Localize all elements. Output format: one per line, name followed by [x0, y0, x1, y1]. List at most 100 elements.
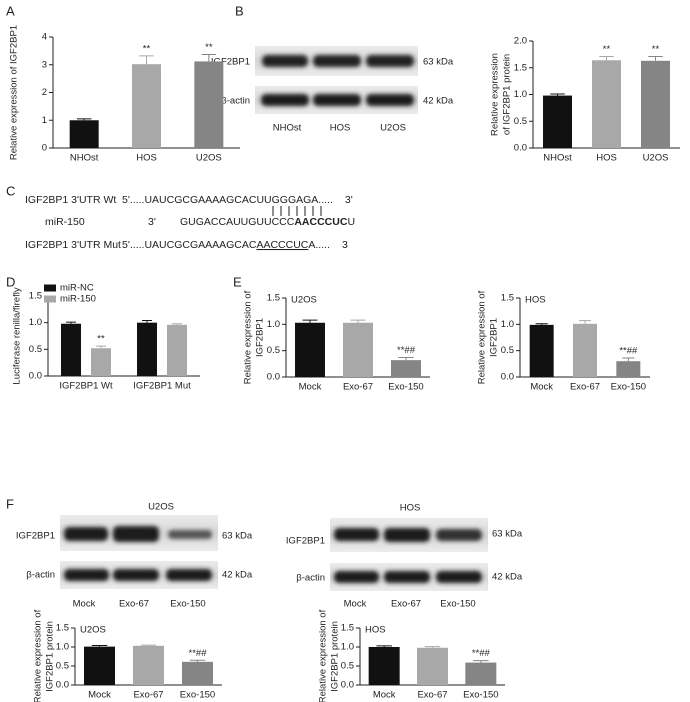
- x-tick-label: Exo-150: [611, 382, 646, 393]
- error-bar: [142, 320, 152, 323]
- y-tick-label: 1.5: [29, 291, 42, 302]
- y-tick-label: 0: [42, 143, 47, 154]
- seq-text: 5'.....UAUCGCGAAAAGCACUUGGGAGA..... 3': [122, 194, 353, 206]
- y-tick-label: 0.0: [56, 680, 69, 691]
- y-tick-label: 0.0: [29, 371, 42, 382]
- blot-lane: Mock: [73, 599, 96, 610]
- seq-five: 5': [122, 194, 130, 206]
- significance-label: **: [652, 44, 660, 55]
- bar: [132, 64, 161, 148]
- error-bar: [599, 56, 614, 61]
- bar: [137, 322, 157, 376]
- error-bar: [350, 319, 366, 323]
- error-bar: [201, 53, 217, 62]
- bar: [194, 61, 224, 148]
- sequence-alignment: IGF2BP1 3'UTR Wt 5'.....UAUCGCGAAAAGCACU…: [25, 194, 355, 251]
- bar: [343, 322, 373, 377]
- x-tick-label: Mock: [530, 382, 553, 393]
- x-tick-label: HOS: [596, 153, 617, 164]
- blot-size: 63 kDa: [492, 529, 523, 540]
- blot-size: 42 kDa: [492, 572, 523, 583]
- blot-lane: Exo-150: [170, 599, 205, 610]
- y-tick-label: 1.0: [341, 642, 354, 653]
- significance-label: **##: [397, 345, 416, 356]
- y-tick-label: 1.5: [501, 293, 514, 304]
- error-bar: [91, 644, 108, 647]
- significance-label: **: [97, 334, 105, 345]
- seq: .....UAUCGCGAAAAGCAC: [130, 239, 257, 251]
- error-bar: [473, 660, 489, 663]
- y-axis-label: Relative expression: [490, 53, 501, 136]
- blot-row-label: IGF2BP1: [211, 57, 250, 68]
- y-tick-label: 0.5: [56, 661, 69, 672]
- seq-name: IGF2BP1 3'UTR Mut: [25, 239, 121, 251]
- bar: [641, 60, 670, 148]
- y-tick-label: 1.0: [501, 319, 514, 330]
- panel-label: E: [233, 274, 242, 289]
- x-tick-label: Exo-67: [133, 690, 163, 701]
- chart-title: U2OS: [291, 295, 317, 306]
- y-axis-label: IGF2BP1 protein: [45, 621, 56, 692]
- blot-title: U2OS: [148, 502, 174, 513]
- pairing-lines: [272, 206, 322, 216]
- x-tick-label: Exo-67: [570, 382, 600, 393]
- bar: [91, 348, 111, 376]
- y-tick-label: 0.5: [514, 116, 527, 127]
- seq: .....UAUCGCGAAAAGCACUUGGGAGA.....: [130, 194, 333, 206]
- error-bar: [140, 644, 157, 646]
- y-tick-label: 1.5: [56, 623, 69, 634]
- y-axis-label: IGF2BP1: [489, 318, 500, 357]
- seq-five: 5': [122, 239, 130, 251]
- y-tick-label: 2: [42, 87, 47, 98]
- seq-site: AACCCUC: [256, 239, 308, 251]
- blot-lane: NHOst: [273, 123, 302, 134]
- y-tick-label: 3: [42, 59, 47, 70]
- blot-row-label: IGF2BP1: [16, 531, 55, 542]
- y-tick-label: 1.5: [341, 623, 354, 634]
- blot: HOS IGF2BP1 β-actin 63 kDa 42 kDa Mock E…: [286, 503, 523, 610]
- x-tick-label: Mock: [373, 690, 396, 701]
- y-tick-label: 0.5: [29, 344, 42, 355]
- bar: [616, 361, 641, 377]
- y-axis-label: Relative expression of: [33, 609, 44, 702]
- legend-swatch: [44, 295, 56, 303]
- panel-label: F: [6, 496, 14, 511]
- seq-tail: U: [347, 216, 355, 228]
- error-bar: [398, 357, 414, 361]
- bar: [368, 647, 400, 685]
- seq-text: GUGACCAUUGUUCCCAACCCUCU: [180, 216, 355, 228]
- blot-lane: Exo-67: [119, 599, 149, 610]
- error-bar: [579, 320, 591, 324]
- seq-name: miR-150: [45, 216, 85, 228]
- blot-row-label: β-actin: [26, 570, 55, 581]
- error-bar: [66, 321, 76, 324]
- error-bar: [376, 645, 392, 647]
- y-tick-label: 0.5: [267, 345, 280, 356]
- bar: [133, 645, 164, 685]
- blot-size: 42 kDa: [222, 570, 253, 581]
- significance-label: **##: [472, 648, 491, 659]
- blot-size: 42 kDa: [423, 96, 454, 107]
- seq-seed: AACCCUC: [294, 216, 347, 228]
- blot-lane: Exo-150: [440, 599, 475, 610]
- y-tick-label: 2.0: [514, 36, 527, 47]
- x-tick-label: Mock: [88, 690, 111, 701]
- y-tick-label: 1.0: [514, 89, 527, 100]
- x-tick-label: Mock: [299, 382, 322, 393]
- blot-row-label: β-actin: [221, 96, 250, 107]
- blot: U2OS IGF2BP1 β-actin 63 kDa 42 kDa Mock …: [16, 502, 253, 610]
- y-tick-label: 4: [42, 32, 47, 43]
- y-tick-label: 1.5: [514, 62, 527, 73]
- y-axis-label: Relative expression of IGF2BP1: [9, 25, 20, 160]
- y-tick-label: 0.0: [341, 680, 354, 691]
- x-tick-label: U2OS: [643, 153, 669, 164]
- blot-title: HOS: [400, 503, 421, 514]
- blot-lane: U2OS: [380, 123, 406, 134]
- significance-label: **: [205, 42, 213, 53]
- x-tick-label: Exo-67: [417, 690, 447, 701]
- y-tick-label: 1.0: [29, 317, 42, 328]
- error-bar: [550, 93, 565, 96]
- panel-label: D: [6, 274, 15, 289]
- y-tick-label: 0.0: [501, 372, 514, 383]
